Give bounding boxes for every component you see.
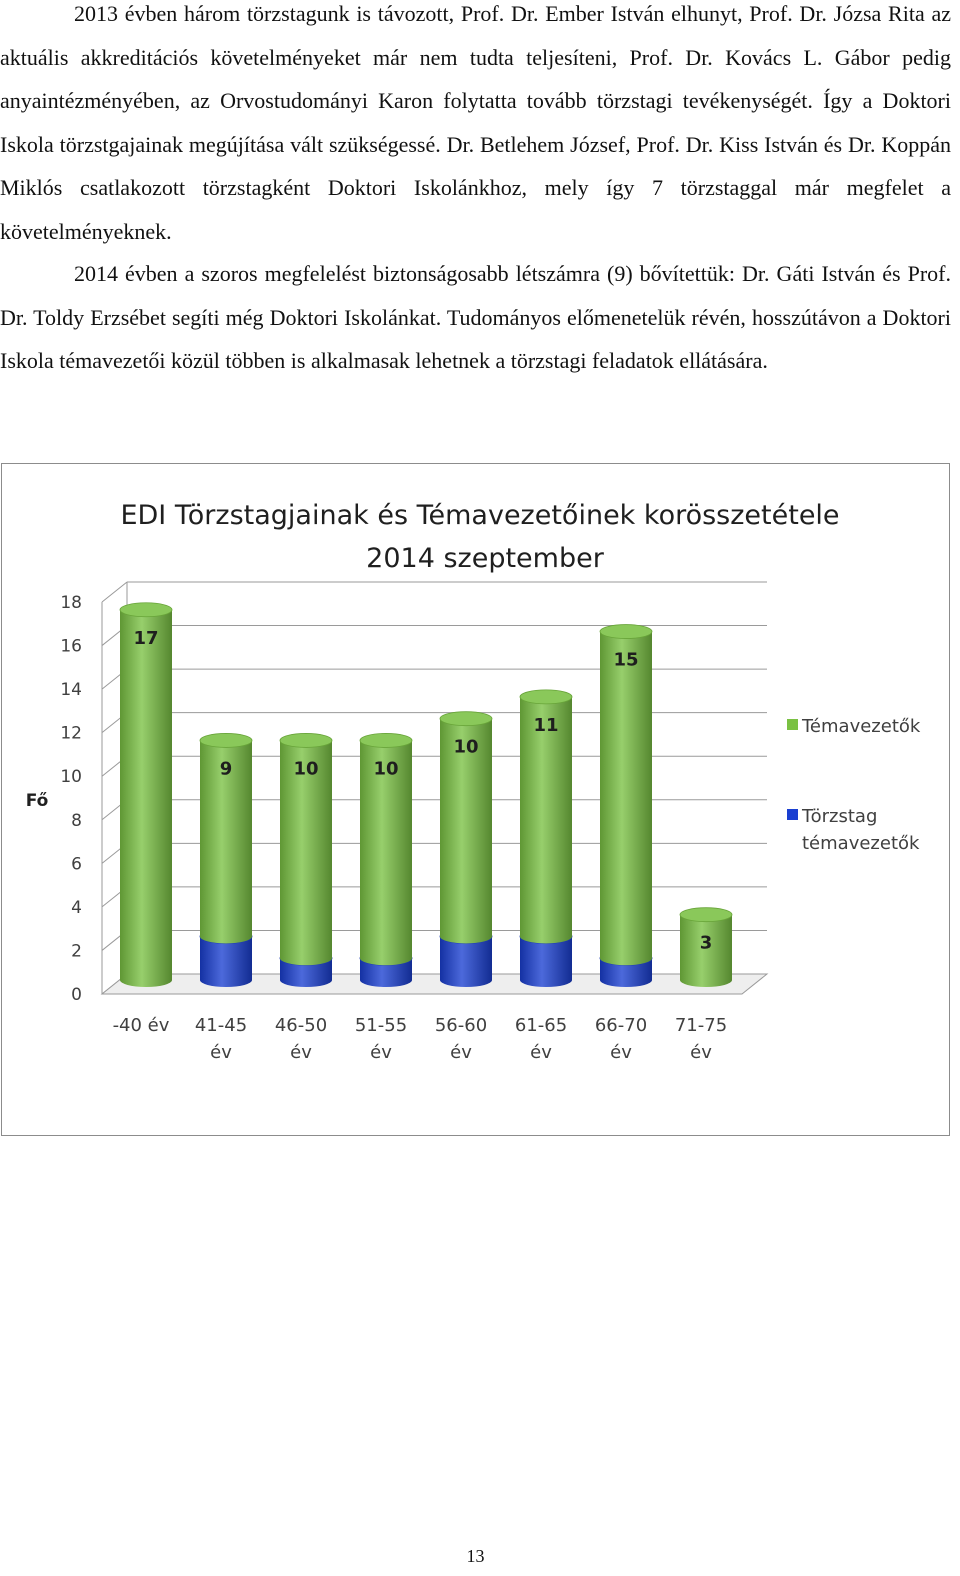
bar-body	[440, 936, 492, 987]
bar-top	[599, 624, 653, 639]
bar-body	[200, 740, 252, 944]
grid-diagonal	[101, 581, 128, 603]
bar-body	[280, 740, 332, 966]
x-tick-label: 56-60	[435, 1015, 487, 1036]
x-tick-label: év	[210, 1042, 232, 1063]
paragraph-1-text: 2013 évben három törzstagunk is távozott…	[0, 1, 951, 244]
bar-top	[279, 733, 333, 748]
bar-body	[520, 936, 572, 987]
x-tick-label: 46-50	[275, 1015, 327, 1036]
x-tick-label: 71-75	[675, 1015, 727, 1036]
bar-body	[520, 696, 572, 944]
data-label: 10	[293, 758, 318, 779]
x-tick-label: év	[450, 1042, 472, 1063]
bar-segment	[359, 733, 413, 966]
x-tick-label: év	[610, 1042, 632, 1063]
y-axis-label: Fő	[26, 791, 49, 811]
bar-top	[119, 602, 173, 618]
y-tick-label: 8	[71, 811, 82, 831]
data-label: 10	[373, 758, 398, 779]
legend-swatch	[787, 809, 798, 820]
bar-body	[200, 936, 252, 987]
age-composition-chart: EDI Törzstagjainak és Témavezetőinek kor…	[1, 463, 950, 1136]
chart-title: EDI Törzstagjainak és Témavezetőinek kor…	[120, 500, 839, 531]
axes: 0 2 4 6 8 10 12 14 16 18 -40 év 41-45 év 46-50 év 51-55…	[60, 593, 727, 1063]
bar-body	[600, 631, 652, 966]
data-label: 3	[700, 933, 713, 954]
paragraph-2: 2014 évben a szoros megfelelést biztonsá…	[0, 252, 951, 383]
y-tick-label: 18	[60, 593, 82, 613]
bar-segment	[279, 733, 333, 966]
bar-segment	[199, 733, 253, 944]
y-tick-label: 10	[60, 767, 82, 787]
legend-label: Törzstag	[801, 806, 877, 827]
y-tick-label: 6	[71, 854, 82, 874]
bar-segment	[599, 624, 653, 966]
bar-segment	[119, 602, 173, 987]
chart-canvas: EDI Törzstagjainak és Témavezetőinek kor…	[26, 500, 921, 1063]
bar-segment	[519, 689, 573, 944]
page-number: 13	[466, 1546, 485, 1566]
bar-body	[360, 740, 412, 966]
bar-body	[360, 958, 412, 987]
bar-top	[679, 907, 733, 923]
x-tick-label: 51-55	[355, 1015, 407, 1036]
paragraph-1: 2013 évben három törzstagunk is távozott…	[0, 0, 951, 254]
y-tick-label: 14	[60, 680, 82, 700]
legend-label: Témavezetők	[801, 716, 921, 737]
x-tick-label: -40 év	[113, 1015, 170, 1036]
bar-body	[280, 958, 332, 987]
x-tick-label: 66-70	[595, 1015, 647, 1036]
legend: Témavezetők Törzstag témavezetők	[787, 716, 921, 854]
bar-body	[440, 718, 492, 944]
bar-top	[439, 711, 493, 727]
x-tick-label: év	[690, 1042, 712, 1063]
bar-top	[359, 733, 413, 748]
y-tick-label: 4	[71, 898, 82, 918]
y-tick-label: 16	[60, 637, 82, 657]
x-tick-label: év	[370, 1042, 392, 1063]
data-label: 10	[453, 737, 478, 758]
chart-subtitle: 2014 szeptember	[366, 543, 605, 574]
data-label: 17	[133, 628, 158, 649]
bars: 0172911011021021111503	[119, 602, 733, 987]
data-label: 9	[220, 758, 233, 779]
y-tick-label: 0	[71, 985, 82, 1005]
x-tick-label: év	[530, 1042, 552, 1063]
x-tick-label: 41-45	[195, 1015, 247, 1036]
x-tick-label: 61-65	[515, 1015, 567, 1036]
bar-top	[519, 689, 573, 705]
legend-swatch	[787, 719, 798, 730]
data-label: 11	[533, 715, 558, 736]
x-tick-label: év	[290, 1042, 312, 1063]
bar-segment	[679, 907, 733, 987]
bar-segment	[439, 711, 493, 944]
legend-label: témavezetők	[802, 833, 920, 854]
bar-body	[120, 609, 172, 987]
bar-top	[199, 733, 253, 748]
paragraph-2-text: 2014 évben a szoros megfelelést biztonsá…	[0, 261, 951, 374]
data-label: 15	[613, 650, 638, 671]
bar-body	[680, 914, 732, 987]
bar-body	[600, 958, 652, 987]
y-tick-label: 2	[71, 941, 82, 961]
y-tick-label: 12	[60, 724, 82, 744]
